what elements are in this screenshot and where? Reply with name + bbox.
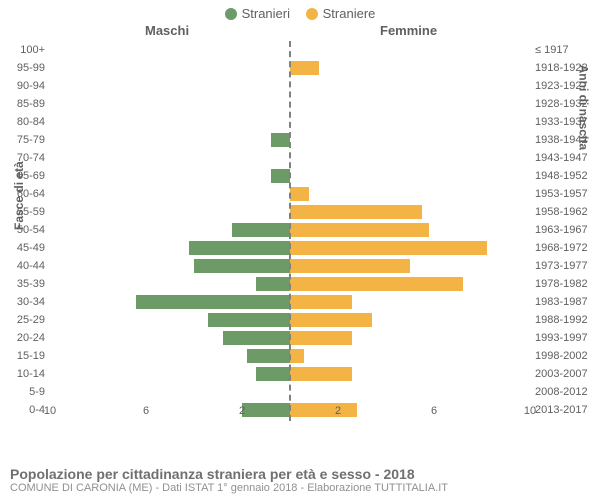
age-label: 10-14 (0, 365, 45, 383)
years-label: 1948-1952 (535, 167, 600, 185)
bar-male (189, 241, 290, 255)
years-label: 1918-1922 (535, 59, 600, 77)
years-label: 2008-2012 (535, 383, 600, 401)
years-label: 1923-1927 (535, 77, 600, 95)
header-male: Maschi (145, 23, 189, 38)
age-label: 100+ (0, 41, 45, 59)
years-label: 2013-2017 (535, 401, 600, 419)
bar-female (290, 277, 463, 291)
chart-area: 100+≤ 191795-991918-192290-941923-192785… (50, 41, 530, 421)
years-label: 1973-1977 (535, 257, 600, 275)
bar-male (271, 133, 290, 147)
bar-female (290, 331, 352, 345)
years-label: 1983-1987 (535, 293, 600, 311)
bar-female (290, 367, 352, 381)
footer: Popolazione per cittadinanza straniera p… (10, 466, 448, 494)
years-label: 1928-1932 (535, 95, 600, 113)
years-label: 1943-1947 (535, 149, 600, 167)
legend-male-label: Stranieri (242, 6, 290, 21)
bar-female (290, 313, 372, 327)
age-label: 25-29 (0, 311, 45, 329)
bar-female (290, 349, 304, 363)
footer-sub: COMUNE DI CARONIA (ME) - Dati ISTAT 1° g… (10, 482, 448, 494)
x-tick: 2 (239, 405, 245, 417)
age-label: 35-39 (0, 275, 45, 293)
header-female: Femmine (380, 23, 437, 38)
age-label: 20-24 (0, 329, 45, 347)
bar-male (256, 367, 290, 381)
years-label: 1998-2002 (535, 347, 600, 365)
age-label: 50-54 (0, 221, 45, 239)
age-label: 60-64 (0, 185, 45, 203)
bar-male (247, 349, 290, 363)
bar-female (290, 187, 309, 201)
age-label: 75-79 (0, 131, 45, 149)
legend: Stranieri Straniere (0, 0, 600, 23)
bar-male (232, 223, 290, 237)
age-label: 70-74 (0, 149, 45, 167)
x-tick: 10 (44, 405, 56, 417)
years-label: 2003-2007 (535, 365, 600, 383)
center-line (289, 41, 291, 421)
years-label: 1938-1942 (535, 131, 600, 149)
age-label: 5-9 (0, 383, 45, 401)
legend-male: Stranieri (225, 6, 290, 21)
legend-female-label: Straniere (323, 6, 376, 21)
bar-male (208, 313, 290, 327)
bar-male (223, 331, 290, 345)
legend-female: Straniere (306, 6, 376, 21)
age-label: 80-84 (0, 113, 45, 131)
age-label: 0-4 (0, 401, 45, 419)
years-label: 1993-1997 (535, 329, 600, 347)
bar-female (290, 61, 319, 75)
age-label: 40-44 (0, 257, 45, 275)
bar-female (290, 259, 410, 273)
bar-female (290, 295, 352, 309)
legend-male-swatch (225, 8, 237, 20)
age-label: 95-99 (0, 59, 45, 77)
bar-female (290, 241, 487, 255)
years-label: ≤ 1917 (535, 41, 600, 59)
x-tick: 10 (524, 405, 536, 417)
years-label: 1978-1982 (535, 275, 600, 293)
age-label: 65-69 (0, 167, 45, 185)
years-label: 1953-1957 (535, 185, 600, 203)
legend-female-swatch (306, 8, 318, 20)
age-label: 90-94 (0, 77, 45, 95)
age-label: 85-89 (0, 95, 45, 113)
bar-male (271, 169, 290, 183)
bar-male (136, 295, 290, 309)
years-label: 1958-1962 (535, 203, 600, 221)
x-tick: 6 (143, 405, 149, 417)
age-label: 55-59 (0, 203, 45, 221)
years-label: 1988-1992 (535, 311, 600, 329)
years-label: 1963-1967 (535, 221, 600, 239)
age-label: 15-19 (0, 347, 45, 365)
x-tick: 2 (335, 405, 341, 417)
bar-female (290, 205, 422, 219)
x-tick: 6 (431, 405, 437, 417)
years-label: 1933-1937 (535, 113, 600, 131)
years-label: 1968-1972 (535, 239, 600, 257)
age-label: 30-34 (0, 293, 45, 311)
age-label: 45-49 (0, 239, 45, 257)
column-headers: Maschi Femmine (0, 23, 600, 41)
bar-male (256, 277, 290, 291)
bar-female (290, 223, 429, 237)
bar-male (194, 259, 290, 273)
footer-title: Popolazione per cittadinanza straniera p… (10, 466, 448, 482)
